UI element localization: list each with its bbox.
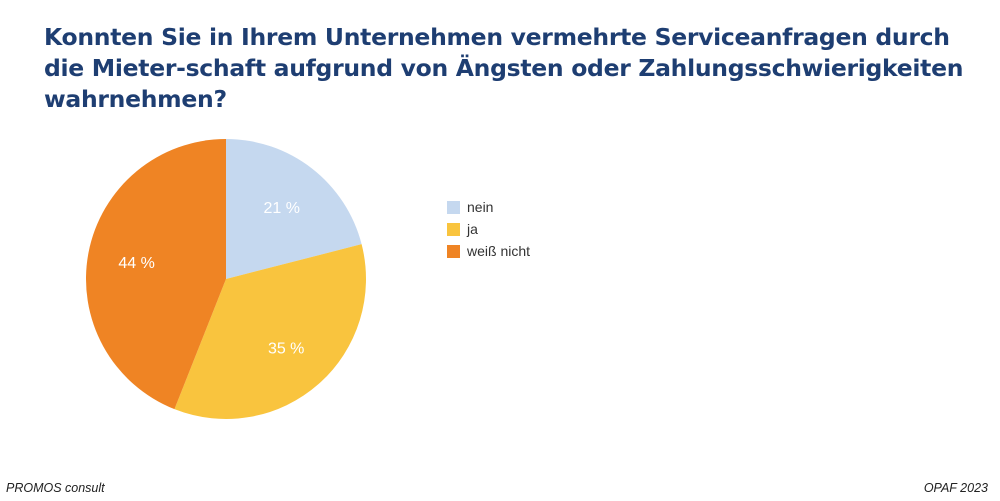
pie-slice-ja	[174, 244, 367, 420]
legend-item-ja: ja	[447, 218, 530, 240]
slice-label: 21 %	[264, 200, 300, 217]
legend: nein ja weiß nicht	[447, 196, 530, 262]
legend-label: nein	[467, 199, 494, 215]
legend-item-weiss-nicht: weiß nicht	[447, 240, 530, 262]
legend-item-nein: nein	[447, 196, 530, 218]
legend-swatch	[447, 200, 460, 214]
slice-label: 44 %	[118, 255, 154, 272]
footer-survey: OPAF 2023	[923, 481, 988, 495]
pie-slice-wei-nicht	[86, 139, 226, 410]
legend-label: weiß nicht	[467, 243, 531, 259]
slice-label: 35 %	[268, 340, 304, 357]
pie-slice-nein	[226, 139, 362, 279]
legend-swatch	[447, 244, 460, 258]
chart-title: Konnten Sie in Ihrem Unternehmen vermehr…	[44, 23, 964, 113]
footer-source: PROMOS consult	[6, 481, 105, 495]
legend-swatch	[447, 222, 460, 236]
legend-label: ja	[467, 221, 478, 237]
